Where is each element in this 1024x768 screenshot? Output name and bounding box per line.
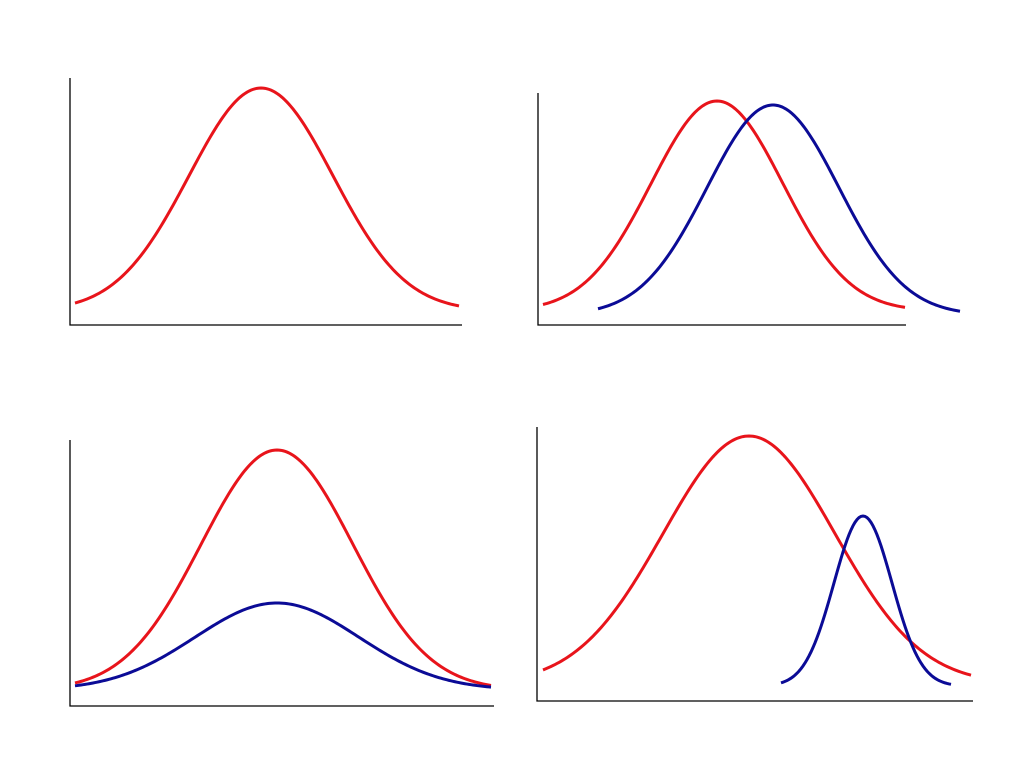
curve (74, 448, 492, 687)
panel-1 (69, 78, 462, 326)
axes (69, 78, 462, 326)
axes (536, 427, 973, 702)
panel-2 (537, 93, 961, 326)
axes (69, 440, 494, 707)
panel-4 (536, 427, 973, 702)
axes (537, 93, 906, 326)
panel-3 (69, 440, 494, 707)
curve (74, 601, 492, 689)
curve (597, 103, 961, 313)
curve (74, 86, 460, 308)
curve (542, 99, 906, 309)
curve (542, 434, 972, 677)
curve (780, 514, 952, 686)
